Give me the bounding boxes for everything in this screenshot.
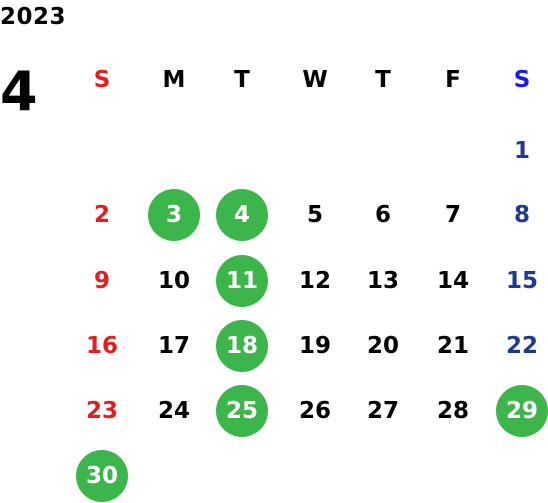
day-27[interactable]: 27 [366, 398, 399, 424]
day-1[interactable]: 1 [513, 138, 530, 164]
day-23[interactable]: 23 [85, 398, 118, 424]
day-17[interactable]: 17 [157, 333, 190, 359]
day-5[interactable]: 5 [306, 202, 323, 228]
day-25[interactable]: 25 [216, 385, 268, 437]
day-20[interactable]: 20 [366, 333, 399, 359]
weekday-label-tue: T [234, 67, 250, 93]
day-15[interactable]: 15 [505, 268, 538, 294]
day-26[interactable]: 26 [298, 398, 331, 424]
day-10[interactable]: 10 [157, 268, 190, 294]
day-4[interactable]: 4 [216, 189, 268, 241]
day-19[interactable]: 19 [298, 333, 331, 359]
weekday-label-wed: W [302, 67, 328, 93]
day-18[interactable]: 18 [216, 320, 268, 372]
day-2[interactable]: 2 [93, 202, 110, 228]
day-8[interactable]: 8 [513, 202, 530, 228]
day-24[interactable]: 24 [157, 398, 190, 424]
day-11[interactable]: 11 [216, 255, 268, 307]
weekday-label-fri: F [445, 67, 461, 93]
day-7[interactable]: 7 [444, 202, 461, 228]
day-30[interactable]: 30 [76, 450, 128, 502]
day-29[interactable]: 29 [496, 385, 548, 437]
weekday-label-mon: M [162, 67, 186, 93]
day-21[interactable]: 21 [436, 333, 469, 359]
day-22[interactable]: 22 [505, 333, 538, 359]
day-3[interactable]: 3 [148, 189, 200, 241]
day-16[interactable]: 16 [85, 333, 118, 359]
day-28[interactable]: 28 [436, 398, 469, 424]
day-6[interactable]: 6 [374, 202, 391, 228]
weekday-label-sat: S [513, 67, 531, 93]
day-9[interactable]: 9 [93, 268, 110, 294]
day-13[interactable]: 13 [366, 268, 399, 294]
weekday-label-sun: S [93, 67, 111, 93]
year-label: 2023 [0, 4, 67, 30]
day-14[interactable]: 14 [436, 268, 469, 294]
month-number: 4 [0, 60, 38, 123]
weekday-label-thu: T [375, 67, 391, 93]
day-12[interactable]: 12 [298, 268, 331, 294]
